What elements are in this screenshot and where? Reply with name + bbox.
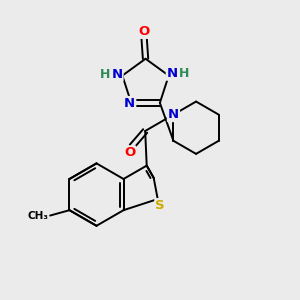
Text: H: H — [178, 67, 189, 80]
Text: N: N — [168, 108, 179, 121]
Text: S: S — [155, 199, 165, 212]
Text: N: N — [111, 68, 123, 81]
Text: N: N — [167, 67, 178, 80]
Text: O: O — [124, 146, 135, 160]
Text: O: O — [138, 25, 150, 38]
Text: CH₃: CH₃ — [28, 211, 49, 221]
Text: N: N — [124, 97, 135, 110]
Text: H: H — [100, 68, 111, 81]
